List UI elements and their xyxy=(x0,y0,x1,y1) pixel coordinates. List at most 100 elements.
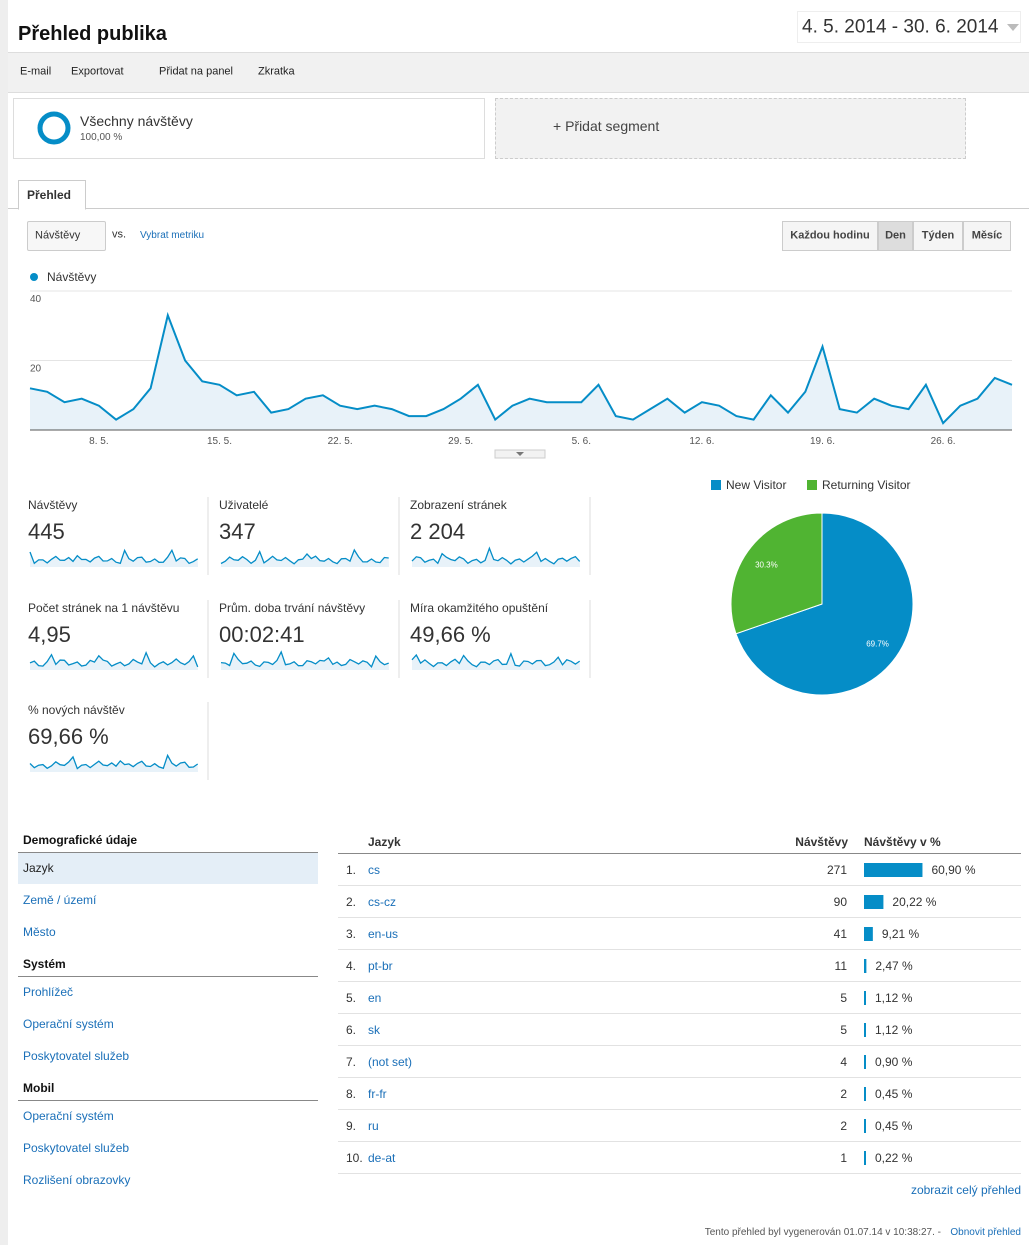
row-visits: 271 xyxy=(826,863,847,877)
metric-label: Prům. doba trvání návštěvy xyxy=(219,601,366,615)
nav-item[interactable]: Město xyxy=(23,925,56,939)
segment-share: 100,00 % xyxy=(80,132,123,143)
row-visits: 5 xyxy=(840,1023,847,1037)
tab xyxy=(18,180,86,210)
metric-value: 347 xyxy=(219,519,256,544)
granularity-label[interactable]: Týden xyxy=(921,229,955,242)
add-segment[interactable]: + Přidat segment xyxy=(553,118,660,134)
granularity-button[interactable] xyxy=(913,221,963,251)
tab-label[interactable]: Přehled xyxy=(27,188,72,202)
share-bar xyxy=(864,1087,866,1101)
sparkline xyxy=(220,548,389,565)
granularity-button[interactable] xyxy=(878,221,913,251)
row-language[interactable]: cs-cz xyxy=(368,895,396,909)
column-header: Návštěvy v % xyxy=(864,835,941,849)
share-bar xyxy=(864,1119,866,1133)
date-range[interactable]: 4. 5. 2014 - 30. 6. 2014 xyxy=(802,16,999,38)
generated-note: Tento přehled byl vygenerován 01.07.14 v… xyxy=(704,1227,941,1238)
metric-value: 69,66 % xyxy=(28,724,109,749)
row-rank: 2. xyxy=(346,895,357,909)
row-rule xyxy=(338,981,1021,982)
granularity-label[interactable]: Každou hodinu xyxy=(790,229,870,242)
share-bar xyxy=(864,1023,866,1037)
x-tick-label: 15. 5. xyxy=(207,436,232,447)
share-bar xyxy=(864,991,866,1005)
add-segment-box[interactable] xyxy=(495,98,966,159)
granularity-label[interactable]: Měsíc xyxy=(971,229,1003,242)
toolbar-item[interactable]: E-mail xyxy=(20,65,52,78)
nav-item[interactable]: Operační systém xyxy=(23,1017,114,1031)
row-language[interactable]: ru xyxy=(368,1119,379,1133)
row-language[interactable]: sk xyxy=(368,1023,380,1037)
row-rank: 1. xyxy=(346,863,357,877)
share-bar xyxy=(864,1151,866,1165)
pie-slice xyxy=(735,512,914,696)
metric-value: 49,66 % xyxy=(410,622,491,647)
row-visits: 5 xyxy=(840,991,847,1005)
row-language[interactable]: en xyxy=(368,991,382,1005)
toolbar-item[interactable]: Exportovat xyxy=(71,65,124,78)
toolbar-item[interactable]: Přidat na panel xyxy=(159,65,233,78)
row-visits: 1 xyxy=(840,1151,847,1165)
metric-dropdown[interactable] xyxy=(27,221,106,251)
row-share: 0,22 % xyxy=(875,1151,913,1165)
granularity-button[interactable] xyxy=(963,221,1011,251)
sparkline xyxy=(29,753,199,770)
date-range-box[interactable] xyxy=(797,11,1021,43)
sparkline-area xyxy=(412,548,580,567)
nav-section-rule xyxy=(18,1100,318,1101)
metric-dropdown-label[interactable]: Návštěvy xyxy=(35,229,81,242)
line-series xyxy=(29,311,1013,425)
row-rule xyxy=(338,949,1021,950)
nav-active-bg xyxy=(18,853,318,884)
row-share: 2,47 % xyxy=(875,959,913,973)
row-rank: 5. xyxy=(346,991,357,1005)
nav-item[interactable]: Prohlížeč xyxy=(23,985,74,999)
metric-label: Návštěvy xyxy=(28,498,78,512)
row-visits: 2 xyxy=(840,1087,847,1101)
row-rule xyxy=(338,1045,1021,1046)
select-metric-link[interactable]: Vybrat metriku xyxy=(140,230,205,241)
row-language[interactable]: de-at xyxy=(368,1151,396,1165)
nav-item[interactable]: Poskytovatel služeb xyxy=(23,1141,130,1155)
share-bar xyxy=(864,959,867,973)
sparkline xyxy=(220,650,389,668)
x-tick-label: 19. 6. xyxy=(810,436,835,447)
row-share: 9,21 % xyxy=(881,927,920,941)
metric-label: % nových návštěv xyxy=(28,703,125,717)
nav-section-title: Systém xyxy=(23,957,66,971)
y-tick-label: 40 xyxy=(30,294,42,305)
metric-label: Míra okamžitého opuštění xyxy=(410,601,549,615)
nav-item[interactable]: Rozlišení obrazovky xyxy=(23,1173,131,1187)
row-share: 0,45 % xyxy=(875,1119,913,1133)
nav-item[interactable]: Operační systém xyxy=(23,1109,114,1123)
row-language[interactable]: cs xyxy=(368,863,380,877)
toolbar-item[interactable]: Zkratka xyxy=(258,65,295,78)
row-language[interactable]: pt-br xyxy=(368,959,393,973)
page-title: Přehled publika xyxy=(18,23,167,45)
row-rank: 7. xyxy=(346,1055,357,1069)
pie-label: 69.7% xyxy=(866,640,889,649)
share-bar xyxy=(864,927,873,941)
nav-item[interactable]: Jazyk xyxy=(23,861,54,875)
row-rank: 10. xyxy=(346,1151,363,1165)
segment-ring xyxy=(37,111,71,145)
sparkline-area xyxy=(30,755,198,772)
granularity-label[interactable]: Den xyxy=(885,229,906,242)
sparkline-area xyxy=(30,652,198,670)
share-bar xyxy=(864,1055,866,1069)
y-tick-label: 20 xyxy=(30,364,42,375)
metric-value: 4,95 xyxy=(28,622,71,647)
row-visits: 11 xyxy=(834,959,847,973)
row-language[interactable]: fr-fr xyxy=(368,1087,387,1101)
refresh-link[interactable]: Obnovit přehled xyxy=(950,1227,1021,1238)
row-rule xyxy=(338,885,1021,886)
row-language[interactable]: en-us xyxy=(368,927,399,941)
full-report-link[interactable]: zobrazit celý přehled xyxy=(910,1183,1021,1197)
nav-item[interactable]: Země / území xyxy=(23,893,97,907)
metric-label: Počet stránek na 1 návštěvu xyxy=(28,601,180,615)
granularity-button[interactable] xyxy=(782,221,878,251)
nav-item[interactable]: Poskytovatel služeb xyxy=(23,1049,130,1063)
row-language[interactable]: (not set) xyxy=(368,1055,413,1069)
nav-section-rule xyxy=(18,976,318,977)
